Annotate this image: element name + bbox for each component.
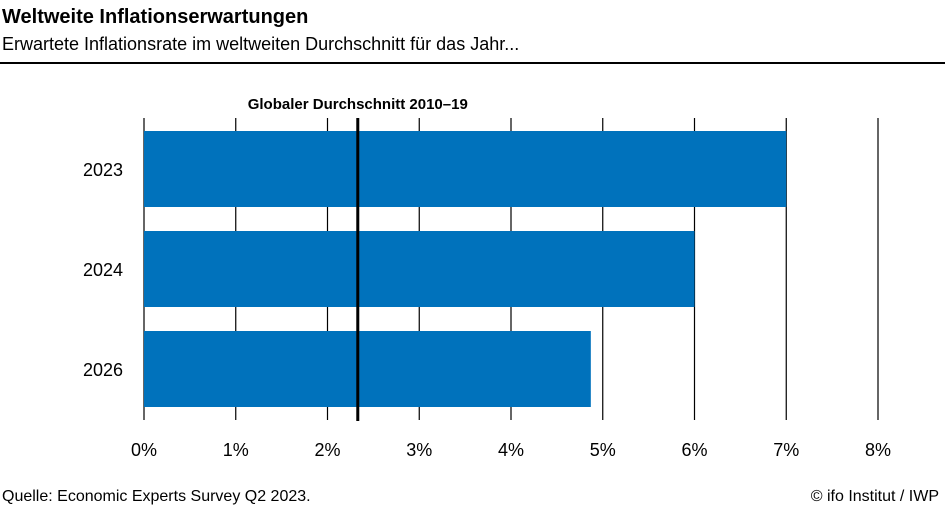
x-tick-label: 3% [406,440,432,460]
x-tick-label: 2% [314,440,340,460]
source-note: Quelle: Economic Experts Survey Q2 2023. [2,488,311,505]
x-tick-label: 5% [590,440,616,460]
x-tick-labels: 0% 1% 2% 3% 4% 5% 6% 7% 8% [131,440,891,460]
reference-line-label: Globaler Durchschnitt 2010–19 [248,96,468,113]
chart-title: Weltweite Inflationserwartungen [2,6,309,28]
category-label: 2026 [83,360,123,380]
bars [144,131,787,407]
reference-line-group: Globaler Durchschnitt 2010–19 [248,96,468,421]
x-tick-label: 8% [865,440,891,460]
x-tick-label: 6% [681,440,707,460]
bar-2023 [144,131,787,207]
header-divider [0,62,945,64]
category-label: 2023 [83,160,123,180]
category-label: 2024 [83,260,123,280]
bar-2026 [144,331,591,407]
bar-2024 [144,231,695,307]
chart-subtitle: Erwartete Inflationsrate im weltweiten D… [2,34,520,54]
x-tick-label: 4% [498,440,524,460]
category-labels: 2023 2024 2026 [83,160,123,380]
x-tick-label: 0% [131,440,157,460]
x-tick-label: 1% [223,440,249,460]
x-tick-label: 7% [773,440,799,460]
credit-note: © ifo Institut / IWP [810,488,939,505]
